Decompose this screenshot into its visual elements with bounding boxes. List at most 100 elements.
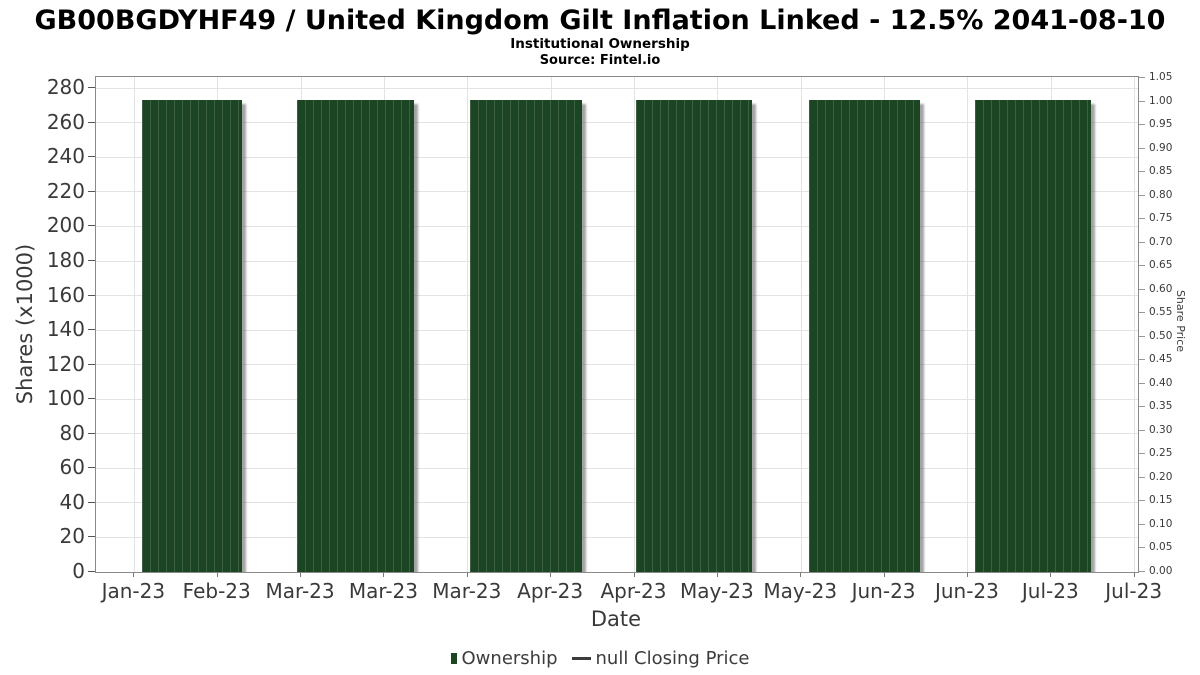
y-left-tick-label: 140 bbox=[46, 317, 85, 342]
y-right-tick-label: 1.05 bbox=[1149, 71, 1173, 84]
y-right-tick-mark bbox=[1139, 406, 1145, 408]
x-tick-label: Jul-23 bbox=[1105, 579, 1163, 603]
v-gridline bbox=[800, 77, 802, 572]
h-gridline bbox=[96, 398, 1138, 400]
legend-label-ownership: Ownership bbox=[461, 647, 558, 669]
y-left-tick-mark bbox=[88, 467, 95, 469]
y-right-tick-label: 0.05 bbox=[1149, 541, 1173, 554]
y-right-tick-mark bbox=[1139, 194, 1145, 196]
y-right-tick-label: 0.40 bbox=[1149, 376, 1173, 389]
v-gridline bbox=[967, 77, 969, 572]
h-gridline bbox=[96, 87, 1138, 89]
line-series-marker-icon bbox=[571, 656, 591, 660]
x-tick-label: May-23 bbox=[680, 579, 754, 603]
x-tick-label: Mar-23 bbox=[265, 579, 335, 603]
y-left-tick-mark bbox=[88, 501, 95, 503]
x-tick-label: Apr-23 bbox=[600, 579, 667, 603]
y-left-tick-label: 40 bbox=[59, 489, 85, 514]
y-left-tick-label: 60 bbox=[59, 455, 85, 480]
x-tick-mark bbox=[133, 573, 135, 577]
y-left-tick-label: 80 bbox=[59, 420, 85, 445]
y-right-tick-label: 0.65 bbox=[1149, 259, 1173, 272]
y-right-tick-mark bbox=[1139, 218, 1145, 220]
h-gridline bbox=[96, 433, 1138, 435]
y-left-tick-mark bbox=[88, 432, 95, 434]
v-gridline bbox=[133, 77, 135, 572]
legend-item-ownership[interactable]: Ownership bbox=[450, 647, 558, 669]
h-gridline bbox=[96, 295, 1138, 297]
y-right-tick-label: 0.30 bbox=[1149, 423, 1173, 436]
h-gridline bbox=[96, 502, 1138, 504]
y-left-tick-mark bbox=[88, 225, 95, 227]
y-right-tick-mark bbox=[1139, 288, 1145, 290]
ownership-bar[interactable] bbox=[809, 100, 920, 572]
y-right-tick-label: 0.35 bbox=[1149, 400, 1173, 413]
x-tick-mark bbox=[1133, 573, 1135, 577]
x-tick-mark bbox=[883, 573, 885, 577]
y-right-tick-label: 0.10 bbox=[1149, 517, 1173, 530]
y-right-tick-mark bbox=[1139, 523, 1145, 525]
x-tick-label: Mar-23 bbox=[432, 579, 502, 603]
y-right-tick-label: 0.80 bbox=[1149, 188, 1173, 201]
y-left-tick-label: 180 bbox=[46, 248, 85, 272]
y-right-tick-mark bbox=[1139, 547, 1145, 549]
y-right-tick-label: 0.75 bbox=[1149, 212, 1173, 225]
x-tick-mark bbox=[550, 573, 552, 577]
y-right-tick-label: 1.00 bbox=[1149, 94, 1173, 107]
y-left-tick-mark bbox=[88, 190, 95, 192]
y-right-tick-label: 0.55 bbox=[1149, 306, 1173, 319]
y-right-tick-label: 0.90 bbox=[1149, 141, 1173, 154]
y-right-tick-mark bbox=[1139, 171, 1145, 173]
x-tick-mark bbox=[383, 573, 385, 577]
y-left-tick-label: 280 bbox=[46, 75, 85, 100]
y-left-tick-mark bbox=[88, 156, 95, 158]
x-tick-mark bbox=[1050, 573, 1052, 577]
y-right-tick-mark bbox=[1139, 476, 1145, 478]
h-gridline bbox=[96, 225, 1138, 227]
x-tick-mark bbox=[633, 573, 635, 577]
chart-title: GB00BGDYHF49 / United Kingdom Gilt Infla… bbox=[34, 5, 1166, 36]
y-left-tick-label: 20 bbox=[59, 524, 85, 549]
y-right-tick-mark bbox=[1139, 124, 1145, 126]
v-gridline bbox=[1134, 77, 1136, 572]
y-left-tick-label: 260 bbox=[46, 109, 85, 134]
legend-item-closing-price[interactable]: null Closing Price bbox=[571, 648, 749, 669]
y-right-tick-mark bbox=[1139, 429, 1145, 431]
ownership-bar[interactable] bbox=[635, 100, 753, 572]
x-tick-label: Apr-23 bbox=[517, 579, 584, 603]
h-gridline bbox=[96, 191, 1138, 193]
x-tick-mark bbox=[300, 573, 302, 577]
y-right-tick-mark bbox=[1139, 500, 1145, 502]
y-right-tick-label: 0.50 bbox=[1149, 329, 1173, 342]
chart-subtitle: Institutional Ownership bbox=[510, 36, 690, 52]
y-right-tick-label: 0.85 bbox=[1149, 165, 1173, 178]
y-left-tick-mark bbox=[88, 329, 95, 331]
y-right-tick-mark bbox=[1139, 100, 1145, 102]
y-right-tick-label: 0.60 bbox=[1149, 282, 1173, 295]
y-right-tick-label: 0.95 bbox=[1149, 118, 1173, 131]
ownership-bar[interactable] bbox=[469, 100, 582, 572]
y-right-tick-label: 0.20 bbox=[1149, 470, 1173, 483]
x-tick-label: May-23 bbox=[763, 579, 838, 603]
y-right-tick-mark bbox=[1139, 265, 1145, 267]
y-right-tick-label: 0.45 bbox=[1149, 353, 1173, 366]
x-tick-mark bbox=[466, 573, 468, 577]
y-right-tick-mark bbox=[1139, 571, 1145, 572]
y-left-tick-mark bbox=[88, 398, 95, 400]
ownership-bar[interactable] bbox=[141, 100, 242, 572]
chart-source: Source: Fintel.io bbox=[539, 53, 661, 68]
ownership-bar[interactable] bbox=[297, 100, 415, 572]
h-gridline bbox=[96, 364, 1138, 366]
h-gridline bbox=[96, 536, 1138, 538]
x-tick-label: Mar-23 bbox=[348, 579, 418, 603]
h-gridline bbox=[96, 122, 1138, 124]
ownership-bar[interactable] bbox=[974, 100, 1091, 572]
x-axis-title: Date bbox=[590, 607, 642, 631]
y-left-tick-mark bbox=[88, 294, 95, 296]
y-left-tick-mark bbox=[88, 571, 95, 572]
x-tick-label: Jun-23 bbox=[934, 579, 999, 603]
x-tick-label: Jul-23 bbox=[1021, 579, 1079, 603]
y-right-tick-label: 0.15 bbox=[1149, 494, 1173, 507]
y-right-tick-label: 0.70 bbox=[1149, 235, 1173, 248]
